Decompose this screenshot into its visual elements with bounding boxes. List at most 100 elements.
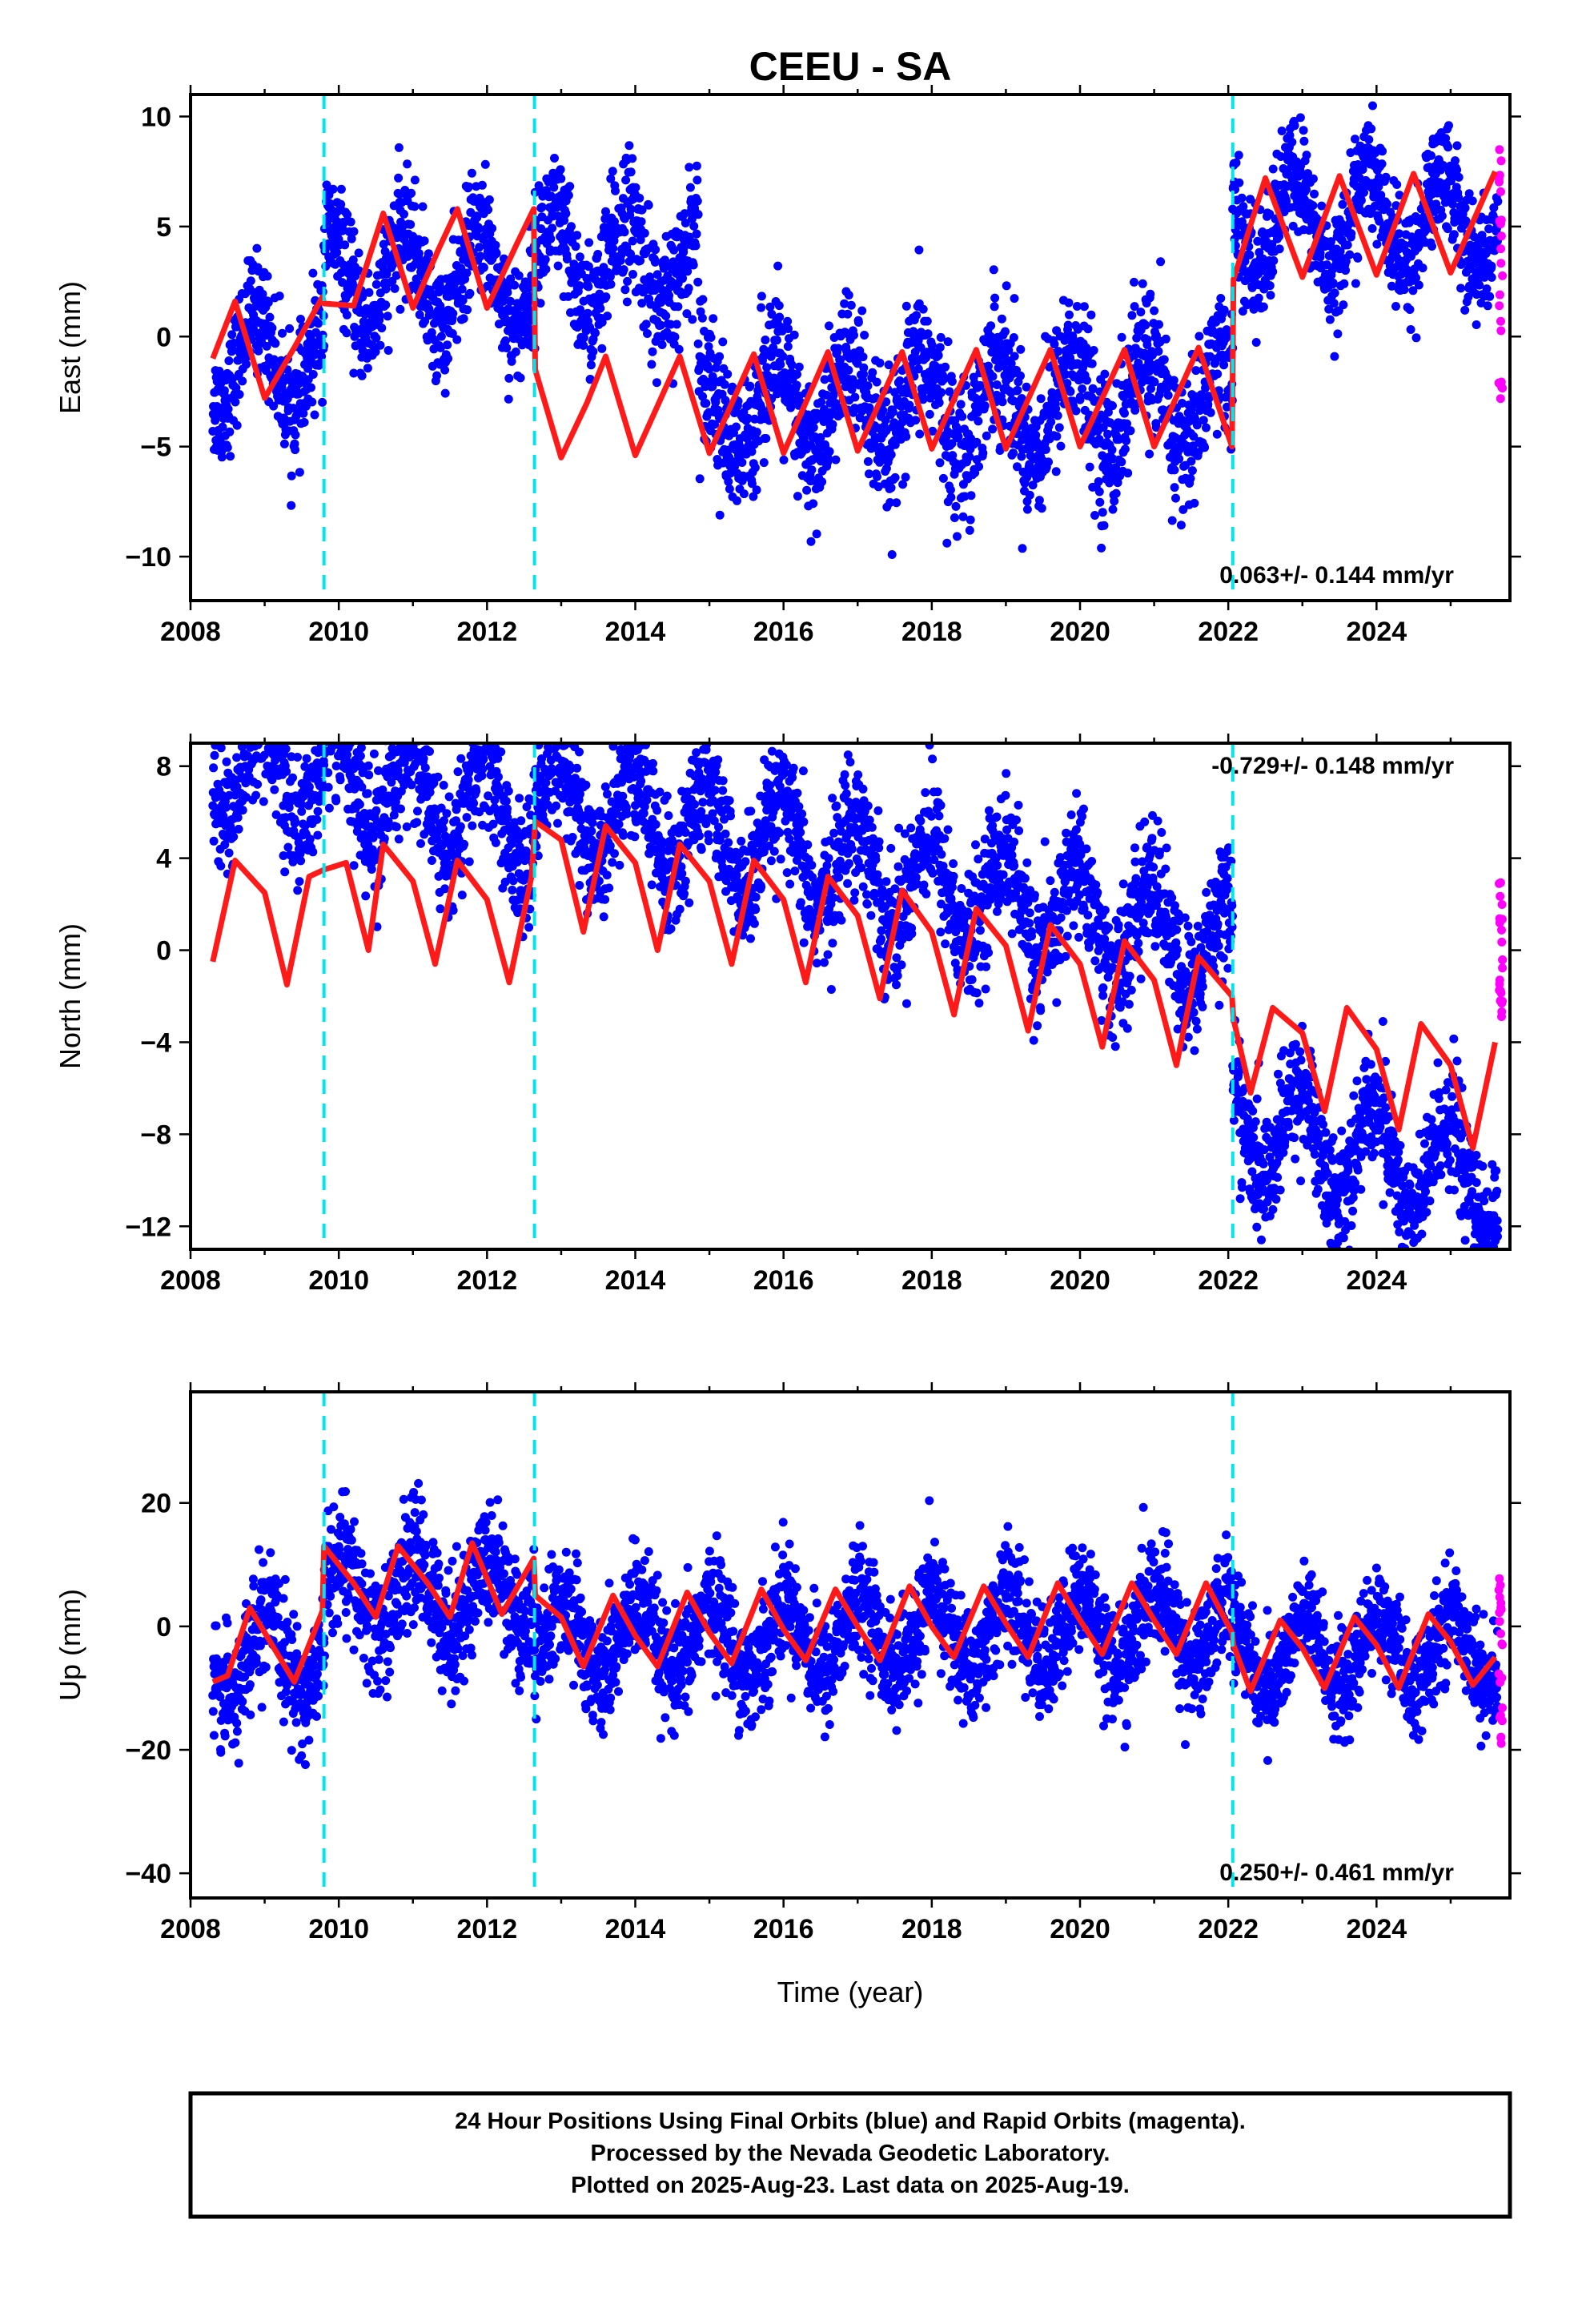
position-point — [1339, 300, 1348, 310]
rapid-point — [1496, 244, 1506, 254]
position-point — [1051, 467, 1061, 476]
position-point — [492, 249, 501, 258]
position-point — [424, 249, 433, 259]
position-point — [266, 714, 275, 723]
position-point — [331, 714, 339, 723]
x-tick-label: 2010 — [308, 617, 369, 647]
position-point — [942, 538, 952, 548]
x-tick-label: 2020 — [1050, 617, 1110, 647]
position-point — [1443, 224, 1452, 234]
position-point — [1325, 315, 1335, 324]
position-point — [681, 219, 690, 227]
position-point — [1028, 480, 1038, 490]
position-point — [443, 858, 452, 868]
position-point — [775, 312, 785, 322]
position-point — [1391, 302, 1400, 311]
position-point — [693, 339, 703, 348]
position-point — [923, 329, 933, 339]
position-point — [496, 747, 506, 757]
position-point — [643, 329, 652, 338]
position-point — [1146, 289, 1155, 299]
position-point — [779, 455, 789, 464]
position-point — [1254, 293, 1263, 303]
position-point — [442, 809, 452, 818]
position-point — [559, 729, 568, 738]
position-point — [693, 175, 702, 185]
position-point — [1189, 432, 1199, 441]
position-point — [259, 750, 269, 760]
position-point — [487, 722, 496, 731]
position-point — [1041, 444, 1050, 454]
position-point — [972, 437, 982, 447]
position-point — [890, 440, 900, 449]
position-point — [1009, 333, 1018, 342]
position-point — [467, 168, 476, 178]
position-point — [210, 750, 219, 760]
position-point — [399, 714, 408, 722]
position-point — [424, 304, 434, 314]
position-point — [1267, 239, 1277, 249]
position-point — [672, 320, 681, 329]
position-point — [378, 785, 387, 794]
position-point — [986, 321, 996, 331]
position-point — [536, 299, 545, 308]
position-point — [843, 309, 853, 319]
position-point — [1351, 279, 1360, 288]
position-point — [683, 267, 693, 276]
position-point — [1150, 377, 1159, 387]
position-point — [857, 306, 867, 316]
position-point — [1290, 121, 1299, 131]
position-point — [739, 489, 749, 499]
figure-title: CEEU - SA — [749, 44, 952, 89]
position-point — [524, 923, 534, 932]
position-point — [440, 884, 450, 894]
position-point — [1161, 334, 1170, 344]
position-point — [413, 806, 422, 816]
position-point — [408, 728, 417, 737]
position-point — [443, 340, 452, 350]
position-point — [408, 706, 416, 714]
position-point — [331, 762, 341, 770]
position-point — [247, 730, 255, 738]
position-point — [457, 284, 467, 294]
position-point — [258, 289, 267, 299]
position-point — [494, 772, 503, 782]
position-point — [901, 472, 910, 482]
position-point — [709, 314, 718, 324]
position-point — [275, 718, 284, 727]
position-point — [478, 765, 488, 774]
position-point — [226, 452, 235, 461]
position-point — [363, 789, 372, 798]
position-point — [958, 512, 968, 521]
position-point — [262, 341, 271, 351]
position-point — [233, 813, 243, 822]
position-point — [1176, 521, 1186, 530]
position-point — [1017, 452, 1026, 461]
position-point — [296, 856, 306, 866]
rapid-point — [1495, 290, 1504, 300]
position-point — [263, 708, 271, 717]
position-point — [472, 213, 482, 223]
position-point — [693, 196, 702, 206]
position-point — [1002, 281, 1011, 291]
position-point — [901, 301, 911, 311]
position-point — [1009, 448, 1018, 458]
position-point — [1238, 307, 1247, 316]
position-point — [1174, 454, 1184, 464]
position-point — [1359, 187, 1368, 197]
position-point — [266, 726, 275, 735]
position-point — [911, 416, 921, 425]
position-point — [229, 832, 239, 842]
position-point — [340, 727, 349, 736]
position-point — [988, 372, 998, 381]
position-point — [572, 231, 582, 240]
position-point — [850, 392, 860, 402]
position-point — [669, 245, 679, 255]
position-point — [371, 806, 381, 815]
position-point — [252, 243, 262, 253]
position-point — [349, 227, 359, 236]
position-point — [626, 249, 635, 259]
position-point — [1345, 250, 1355, 259]
position-point — [302, 754, 311, 763]
position-point — [407, 709, 416, 718]
